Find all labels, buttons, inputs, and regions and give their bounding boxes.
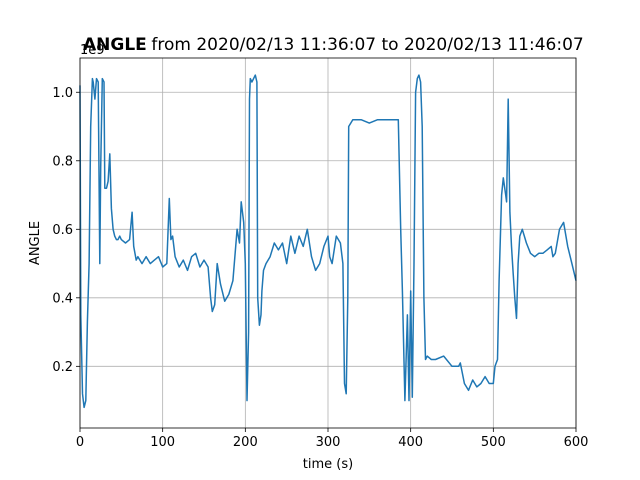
- y-offset-text: 1e9: [80, 43, 105, 58]
- x-tick-label: 0: [76, 435, 84, 450]
- x-tick-label: 400: [398, 435, 423, 450]
- y-tick-label: 0.4: [52, 291, 73, 306]
- grid-lines: [79, 58, 577, 428]
- x-tick-label: 100: [150, 435, 175, 450]
- y-axis-label: ANGLE: [28, 221, 43, 265]
- x-tick-label: 500: [481, 435, 506, 450]
- axis-ticks: 0 100 200 300 400 500 600 0.2 0.4 0.6 0.8 1.0: [52, 86, 588, 450]
- x-axis-label: time (s): [303, 457, 353, 472]
- x-tick-label: 600: [564, 435, 589, 450]
- chart-title-rest: from 2020/02/13 11:36:07 to 2020/02/13 1…: [146, 35, 584, 55]
- y-tick-label: 0.6: [52, 223, 73, 238]
- x-tick-label: 300: [316, 435, 341, 450]
- chart-title-bold: ANGLE: [83, 35, 147, 55]
- series-line-angle: [79, 74, 577, 409]
- x-tick-label: 200: [233, 435, 258, 450]
- series-layer: [79, 74, 577, 409]
- y-tick-label: 0.8: [52, 154, 73, 169]
- y-tick-label: 0.2: [52, 360, 73, 375]
- y-tick-label: 1.0: [52, 86, 73, 101]
